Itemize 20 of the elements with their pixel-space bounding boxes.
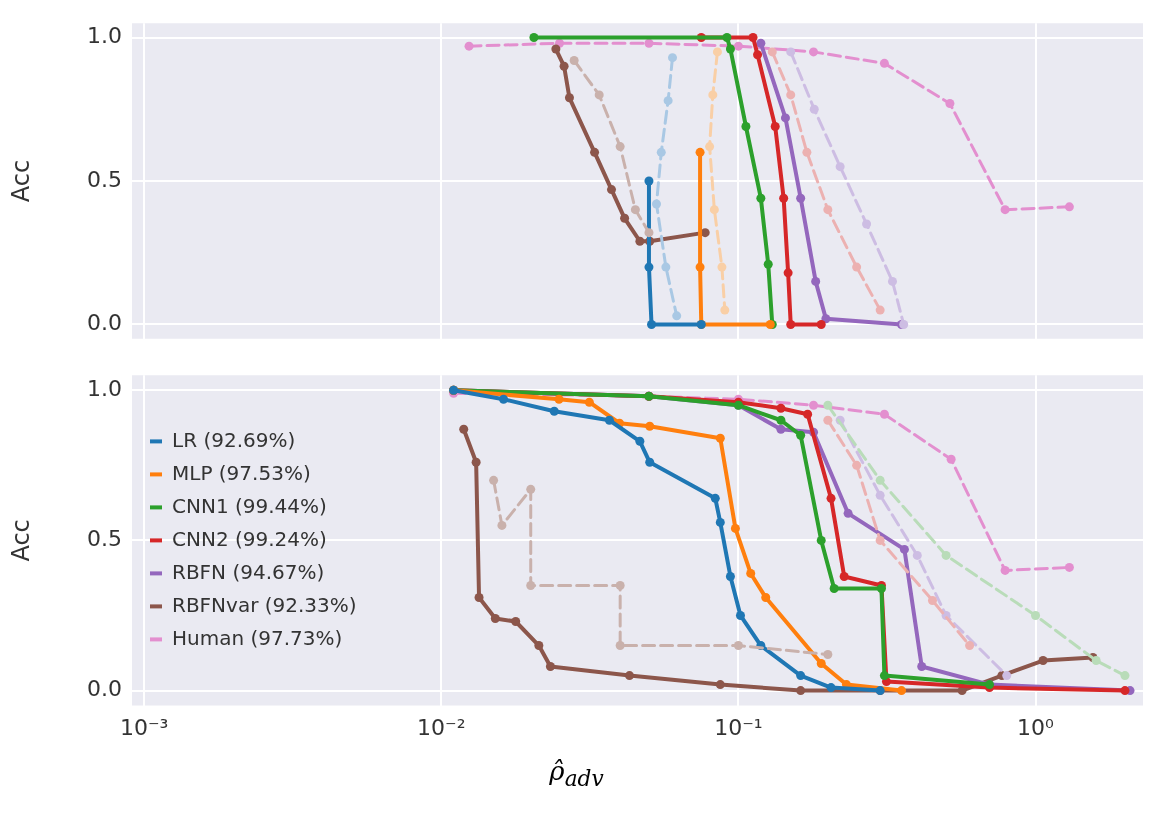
x-axis-title: ρ̂$_{adv}$ [548, 756, 605, 792]
y-tick-label: 0.0 [87, 676, 122, 702]
x-tick-label: 10⁻¹ [714, 714, 763, 740]
y-tick-label: 0.5 [87, 166, 122, 192]
x-tick-label: 10⁻³ [119, 714, 169, 740]
x-tick-label: 10⁰ [1017, 714, 1055, 740]
y-tick-label: 1.0 [87, 23, 122, 49]
y-tick-label: 1.0 [87, 375, 122, 401]
legend-label: CNN1 (99.44%) [172, 493, 327, 518]
x-tick-label: 10⁻² [417, 714, 466, 740]
y-tick-label: 0.5 [87, 526, 122, 552]
legend-label: RBFNvar (92.33%) [172, 592, 357, 617]
legend-label: CNN2 (99.24%) [172, 526, 327, 551]
y-tick-label: 0.0 [87, 310, 122, 336]
legend-label: LR (92.69%) [172, 427, 296, 452]
y-axis-title: Acc [6, 159, 35, 203]
legend-label: MLP (97.53%) [172, 460, 311, 485]
legend-label: RBFN (94.67%) [172, 559, 325, 584]
legend-label: Human (97.73%) [172, 625, 343, 650]
y-axis-title: Acc [6, 519, 35, 562]
